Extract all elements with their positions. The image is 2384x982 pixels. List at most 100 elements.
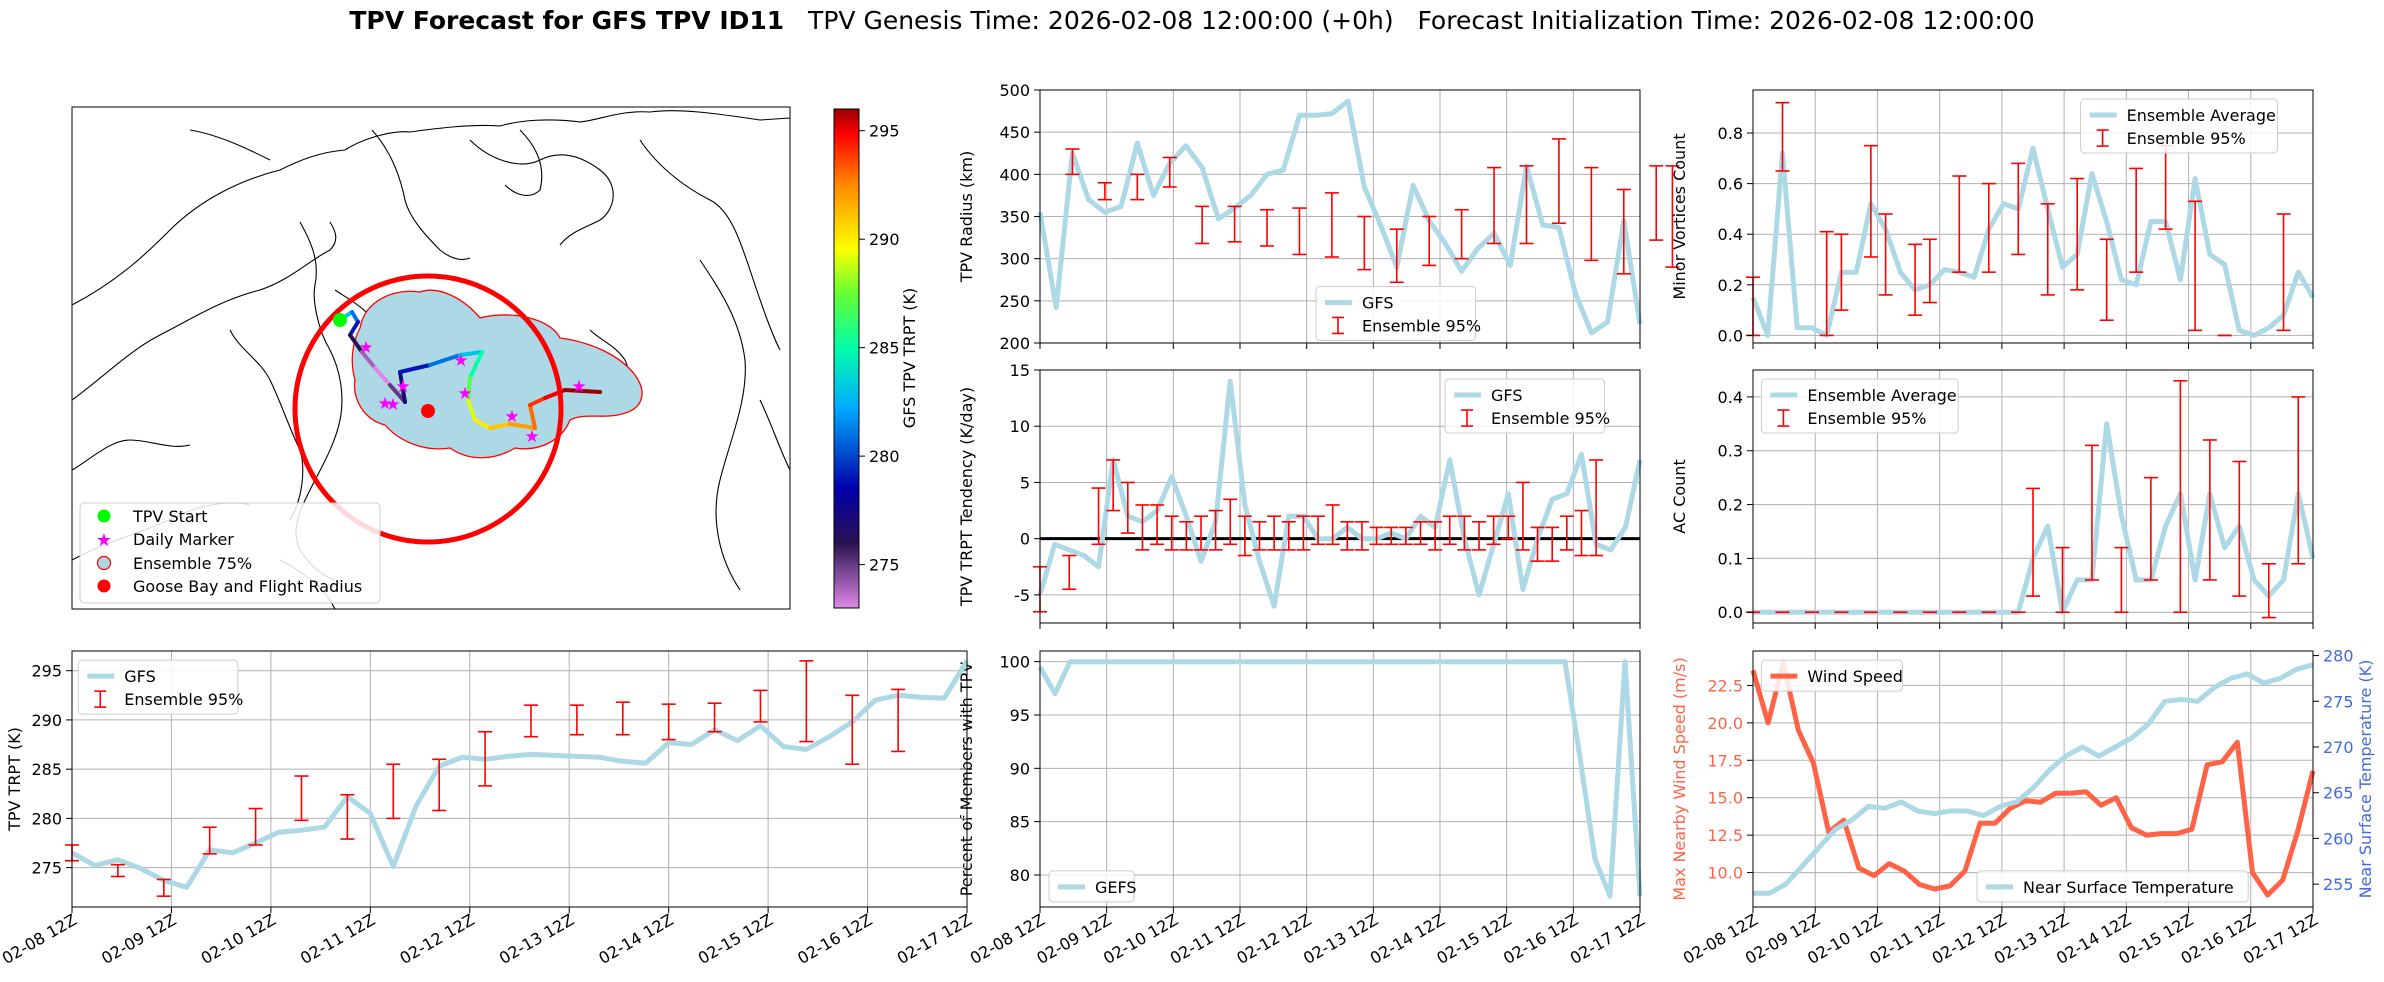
legend-ens75: Ensemble 75%	[133, 554, 252, 573]
errorbars-ac	[1746, 379, 2306, 619]
legend-start-icon	[97, 509, 111, 523]
ytick-label: 0.3	[1718, 442, 1743, 461]
colorbar-tick-label: 285	[869, 339, 900, 358]
ytick2-label: 280	[2323, 647, 2354, 666]
legend-ac: Ensemble Average Ensemble 95%	[1760, 378, 1959, 434]
track-segment	[508, 422, 537, 430]
daily-marker: ★	[457, 384, 472, 404]
legend-box	[1760, 659, 1903, 692]
daily-markers: ★ ★ ★ ★ ★ ★ ★ ★ ★	[358, 338, 586, 447]
tpv-start-marker	[333, 313, 347, 327]
chart-tendency: -5 0 5 10 15 TPV TRPT Tendency (K/day) GFS Ense…	[957, 361, 1643, 629]
xtick-label: 02-12 12Z	[396, 910, 477, 968]
xtick-label: 02-09 12Z	[1033, 910, 1114, 968]
legend-box	[77, 659, 239, 715]
colorbar	[833, 108, 860, 609]
daily-marker: ★	[377, 394, 392, 414]
ytick-label: 0.2	[1718, 496, 1743, 515]
ytick-label: 0.2	[1718, 276, 1743, 295]
ytick-label: 15	[1010, 361, 1030, 380]
xtick-label: 02-12 12Z	[1233, 910, 1314, 968]
track-segment	[360, 350, 377, 370]
track-segment	[398, 370, 407, 404]
track-segment	[563, 388, 602, 394]
legend-ens-icon	[96, 555, 112, 571]
xtick-label: 02-10 12Z	[1100, 910, 1181, 968]
xtick-label: 02-09 12Z	[98, 910, 179, 968]
ytick-label: 285	[31, 760, 62, 779]
track-segment	[348, 320, 360, 337]
legend-wind: Near Surface Temperature	[1976, 870, 2249, 903]
legend-entry: Ensemble 95%	[1491, 409, 1610, 428]
track-segment	[466, 398, 477, 422]
ytick2-label: 270	[2323, 738, 2354, 757]
track-segment	[458, 350, 484, 357]
series-trpt-0	[70, 659, 970, 890]
legend-box	[1976, 870, 2249, 903]
ytick-label: 0.0	[1718, 603, 1743, 622]
ytick2-label: 265	[2323, 784, 2354, 803]
track-segment	[528, 403, 537, 430]
ytick-label: 280	[31, 809, 62, 828]
legend-daily: Daily Marker	[133, 530, 234, 549]
track-segment	[528, 396, 547, 407]
ylabel2-wind: Near Surface Temperature (K)	[2356, 660, 2375, 899]
legend-entry: GFS	[1362, 293, 1393, 312]
legend-wind: Wind Speed	[1760, 659, 1903, 692]
xtick-label: 02-08 12Z	[967, 910, 1048, 968]
series-tendency-0	[1037, 378, 1643, 609]
daily-marker: ★	[504, 407, 519, 427]
daily-marker: ★	[385, 395, 400, 415]
ytick2-label: 255	[2323, 875, 2354, 894]
track-segment	[428, 353, 462, 367]
ytick-label: 350	[999, 208, 1030, 227]
ytick-label: 250	[999, 292, 1030, 311]
grid-trpt	[71, 651, 968, 907]
daily-marker: ★	[453, 351, 468, 371]
legend-trpt: GFS Ensemble 95%	[77, 659, 243, 715]
legend-goose-icon	[97, 579, 111, 593]
ytick-label: 5	[1020, 473, 1030, 492]
track-segment	[373, 366, 392, 387]
legend-entry: Ensemble Average	[1807, 386, 1956, 405]
xtick-label: 02-15 12Z	[695, 910, 776, 968]
legend-tendency: GFS Ensemble 95%	[1444, 378, 1610, 434]
ytick2-label: 275	[2323, 692, 2354, 711]
goose-bay-marker	[421, 404, 435, 418]
grid-percent	[1039, 651, 1641, 907]
ytick-label: 12.5	[1707, 826, 1743, 845]
ytick-label: 80	[1010, 866, 1030, 885]
ytick-label: 15.0	[1707, 789, 1743, 808]
daily-marker: ★	[524, 427, 539, 447]
errorbars-radius	[1065, 138, 1680, 284]
xtick-label: 02-10 12Z	[198, 910, 279, 968]
track-segment	[398, 363, 432, 374]
colorbar-label: GFS TPV TRPT (K)	[900, 288, 919, 428]
ytick-label: 0.6	[1718, 175, 1743, 194]
ylabel-tendency: TPV TRPT Tendency (K/day)	[957, 387, 976, 607]
axes-frame-trpt	[71, 650, 968, 908]
ytick-label: 300	[999, 250, 1030, 269]
series-minor-0	[1750, 145, 2316, 338]
ytick-label: 0.0	[1718, 326, 1743, 345]
chart-radius: 200 250 300 350 400 450 500 TPV Radius (km) GFS E…	[957, 81, 1680, 353]
title-genesis: TPV Genesis Time: 2026-02-08 12:00:00 (+…	[808, 6, 1394, 35]
legend-entry: Ensemble 95%	[124, 690, 243, 709]
ytick-label: 20.0	[1707, 714, 1743, 733]
ylabel-trpt: TPV TRPT (K)	[5, 727, 24, 832]
legend-entry: Ensemble 95%	[2127, 129, 2246, 148]
ytick-label: 0.1	[1718, 549, 1743, 568]
track-segment	[348, 333, 364, 354]
series-wind-1	[1753, 662, 2314, 896]
ytick-label: 200	[999, 334, 1030, 353]
ylabel-minor: Minor Vortices Count	[1670, 133, 1689, 299]
ytick-label: 295	[31, 662, 62, 681]
ytick-label: 17.5	[1707, 751, 1743, 770]
chart-trpt: 02-08 12Z 02-09 12Z 02-10 12Z 02-11 12Z 02-1…	[0, 650, 975, 968]
xtick-label: 02-08 12Z	[0, 910, 80, 968]
map-legend: TPV Start ★ Daily Marker Ensemble 75% Go…	[79, 502, 381, 604]
axes-frame-minor	[1752, 89, 2314, 344]
